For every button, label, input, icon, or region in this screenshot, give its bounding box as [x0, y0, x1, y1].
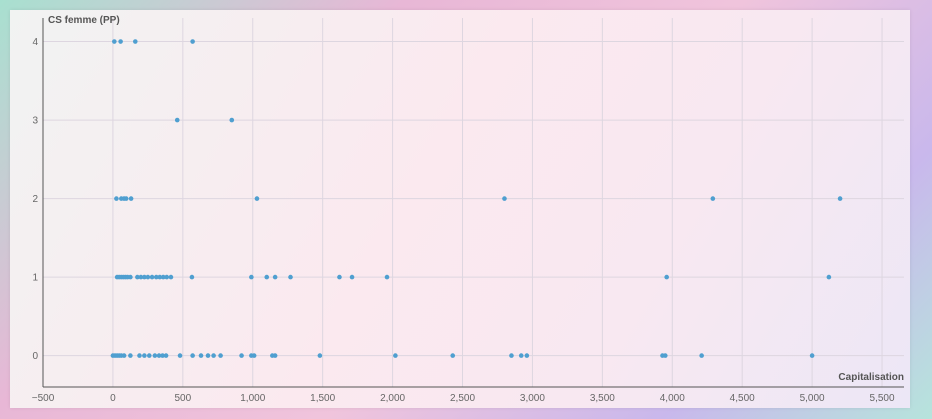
data-point [142, 353, 147, 358]
data-point [664, 274, 669, 280]
x-tick-label: 2,500 [450, 393, 475, 404]
data-point [837, 196, 843, 201]
y-tick-label: 2 [32, 194, 38, 205]
y-tick-label: 0 [32, 351, 38, 362]
data-point [118, 39, 123, 44]
data-point [826, 274, 832, 280]
data-point [146, 353, 152, 358]
data-point [198, 353, 204, 358]
y-tick-label: 4 [32, 37, 38, 48]
data-point [809, 353, 815, 358]
data-point [393, 353, 398, 358]
y-tick-labels: 0 1 2 3 4 [32, 37, 38, 362]
x-tick-label: 500 [174, 393, 191, 404]
y-tick-label: 1 [32, 273, 38, 284]
data-point [153, 274, 159, 280]
data-point [710, 196, 716, 201]
data-point [518, 353, 524, 358]
data-point [239, 353, 244, 358]
data-point [160, 353, 165, 358]
data-points [110, 39, 843, 358]
data-point [662, 353, 668, 358]
data-point [168, 274, 174, 280]
data-point [142, 274, 147, 280]
data-point [152, 353, 158, 358]
data-point [337, 274, 342, 280]
data-point [128, 353, 133, 358]
x-tick-label: 4,500 [730, 393, 755, 404]
data-point [164, 274, 170, 280]
data-point [128, 274, 133, 280]
x-axis-title: Capitalisation [838, 372, 904, 383]
x-tick-label: 5,500 [870, 393, 895, 404]
data-point [177, 353, 183, 358]
grid-lines [43, 18, 904, 387]
x-tick-label: 1,000 [240, 393, 265, 404]
data-point [317, 353, 323, 358]
data-point [384, 274, 390, 280]
data-point [128, 196, 134, 201]
axes [42, 18, 904, 388]
data-point [121, 353, 127, 358]
data-point [190, 353, 195, 358]
data-point [163, 353, 169, 358]
x-tick-label: 3,500 [590, 393, 615, 404]
data-point [699, 353, 704, 358]
data-point [349, 274, 355, 280]
x-tick-label: 5,000 [800, 393, 825, 404]
data-point [149, 274, 155, 280]
data-point [450, 353, 456, 358]
data-point [174, 117, 180, 123]
x-tick-label: 4,000 [660, 393, 685, 404]
data-point [211, 353, 216, 358]
data-point [135, 274, 140, 280]
data-point [160, 274, 166, 280]
data-point [251, 353, 257, 358]
data-point [524, 353, 530, 358]
data-point [114, 196, 119, 201]
x-tick-label: 0 [110, 393, 116, 404]
x-tick-label: 1,500 [310, 393, 335, 404]
data-point [509, 353, 514, 358]
data-point [123, 196, 129, 201]
x-tick-labels: −500 0 500 1,000 1,500 2,000 2,500 3,000 3,500 4,… [32, 393, 895, 404]
data-point [254, 196, 260, 201]
data-point [189, 274, 195, 280]
x-tick-label: 3,000 [520, 393, 545, 404]
y-tick-label: 3 [32, 116, 38, 127]
data-point [272, 274, 278, 280]
data-point [132, 39, 138, 44]
data-point [288, 274, 293, 280]
scatter-chart: −500 0 500 1,000 1,500 2,000 2,500 3,000 3,500 4,… [32, 15, 904, 404]
data-point [138, 274, 144, 280]
data-point [272, 353, 278, 358]
data-point [145, 274, 151, 280]
data-point [112, 39, 117, 44]
data-point [137, 353, 142, 358]
data-point [218, 353, 223, 358]
y-axis-title: CS femme (PP) [48, 15, 120, 26]
chart-panel: −500 0 500 1,000 1,500 2,000 2,500 3,000 3,500 4,… [10, 10, 910, 408]
data-point [502, 196, 507, 201]
x-tick-label: 2,000 [380, 393, 405, 404]
x-tick-label: −500 [32, 393, 55, 404]
data-point [190, 39, 195, 44]
data-point [249, 274, 254, 280]
data-point [156, 353, 162, 358]
data-point [264, 274, 270, 280]
data-point [157, 274, 163, 280]
data-point [205, 353, 211, 358]
data-point [229, 117, 235, 123]
